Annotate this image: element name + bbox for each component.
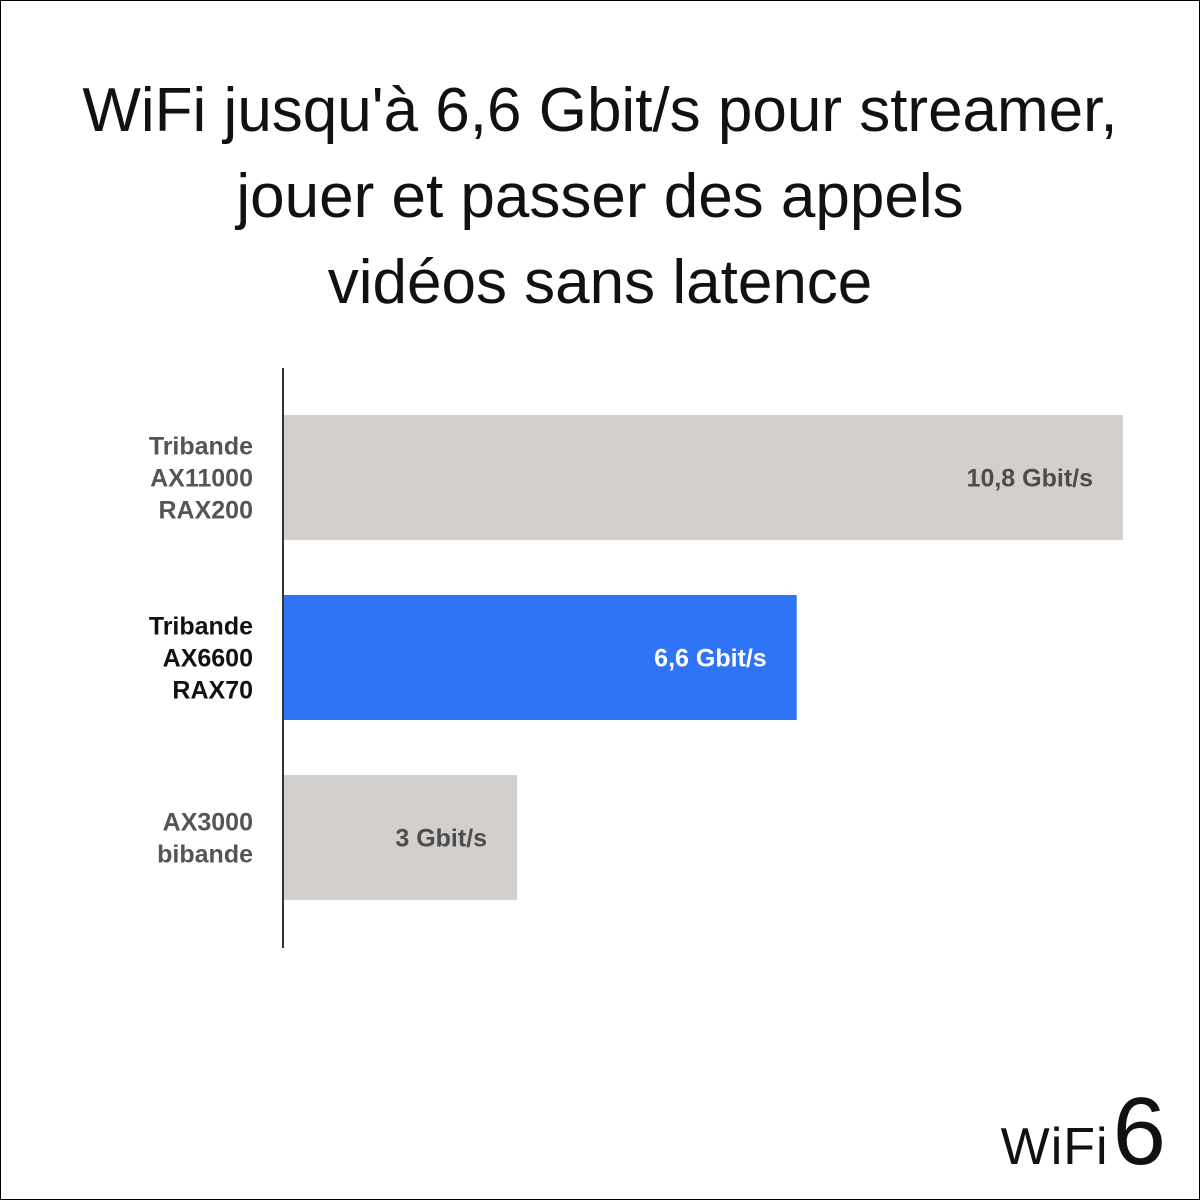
category-label-2-line-0: AX3000: [163, 809, 253, 837]
page-title: WiFi jusqu'à 6,6 Gbit/s pour streamer, j…: [20, 68, 1180, 326]
category-label-1-line-2: RAX70: [172, 677, 253, 705]
logo-word: WiFi: [1000, 1118, 1109, 1176]
title-line-2: jouer et passer des appels: [236, 162, 964, 231]
title-line-1: WiFi jusqu'à 6,6 Gbit/s pour streamer,: [82, 76, 1118, 145]
bar-value-label-1: 6,6 Gbit/s: [654, 645, 767, 673]
category-label-0-line-1: AX11000: [150, 465, 253, 493]
category-label-0-line-0: Tribande: [149, 433, 253, 461]
bar-2: [284, 775, 518, 900]
wifi6-logo: WiFi 6: [1001, 1084, 1166, 1180]
bar-0: [284, 415, 1123, 540]
category-label-0-line-2: RAX200: [159, 497, 254, 525]
bar-1: [284, 595, 797, 720]
logo-number: 6: [1112, 1078, 1166, 1185]
category-label-2-line-1: bibande: [157, 841, 253, 869]
category-label-1-line-0: Tribande: [149, 613, 253, 641]
bar-value-label-0: 10,8 Gbit/s: [967, 465, 1093, 493]
category-label-1-line-1: AX6600: [163, 645, 253, 673]
bar-value-label-2: 3 Gbit/s: [395, 825, 487, 853]
title-line-3: vidéos sans latence: [327, 248, 873, 317]
